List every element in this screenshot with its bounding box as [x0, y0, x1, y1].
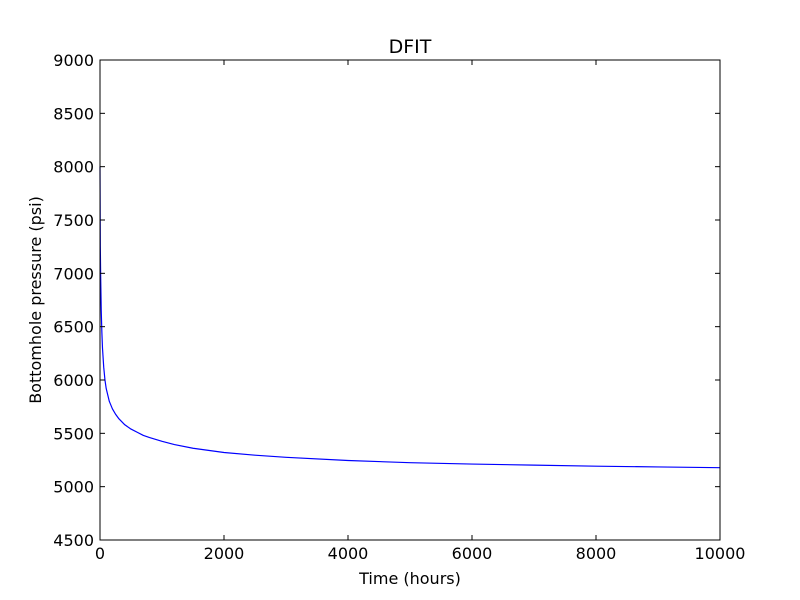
y-tick-label: 5000 [53, 478, 94, 497]
plot-frame [99, 59, 721, 541]
y-tick-label: 4500 [53, 531, 94, 550]
y-tick-label: 6500 [53, 318, 94, 337]
ticks-layer: 0 2000 4000 6000 8000 10000 4500 5000 5500 6000 65… [53, 51, 745, 563]
x-axis-label: Time (hours) [358, 569, 461, 588]
y-tick-label: 8500 [53, 104, 94, 123]
y-tick-label: 7000 [53, 264, 94, 283]
y-axis-label: Bottomhole pressure (psi) [26, 196, 45, 404]
chart-title: DFIT [389, 36, 432, 58]
x-tick-label: 2000 [204, 544, 245, 563]
x-tick-label: 0 [95, 544, 105, 563]
series-layer [99, 166, 721, 469]
x-tick-label: 4000 [328, 544, 369, 563]
y-tick-label: 8000 [53, 158, 94, 177]
x-tick-label: 8000 [576, 544, 617, 563]
y-tick-label: 9000 [53, 51, 94, 70]
x-tick-label: 6000 [452, 544, 493, 563]
pressure-series-line [99, 166, 721, 469]
y-tick-label: 7500 [53, 211, 94, 230]
y-tick-label: 5500 [53, 424, 94, 443]
y-tick-label: 6000 [53, 371, 94, 390]
x-tick-label: 10000 [695, 544, 746, 563]
